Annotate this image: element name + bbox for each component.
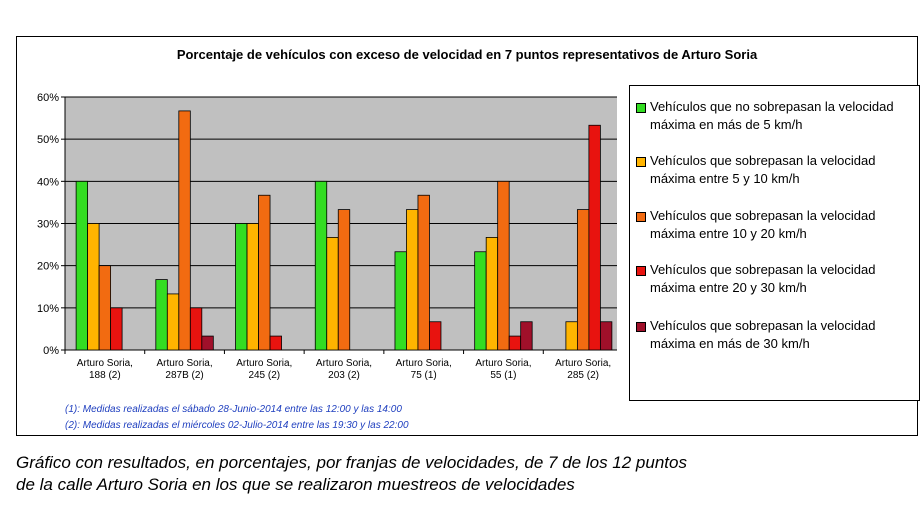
footnote-2: (2): Medidas realizadas el miércoles 02-… xyxy=(65,420,409,431)
legend-swatch-1 xyxy=(636,103,646,113)
bar xyxy=(406,209,419,351)
legend-item-4: Vehículos que sobrepasan la velocidad máx… xyxy=(636,261,916,297)
legend-swatch-2 xyxy=(636,157,646,167)
bar xyxy=(110,307,123,351)
bar xyxy=(337,209,351,351)
legend-label: máxima entre 10 y 20 km/h xyxy=(650,226,807,241)
y-tick-label: 10% xyxy=(37,303,59,315)
x-tick-label: 55 (1) xyxy=(490,370,516,381)
x-tick-label: Arturo Soria, xyxy=(475,358,531,369)
legend-swatch-4 xyxy=(636,266,646,276)
legend-label: Vehículos que sobrepasan la velocidad xyxy=(650,208,876,223)
legend-label: máxima en más de 5 km/h xyxy=(650,117,803,132)
legend-label: Vehículos que sobrepasan la velocidad xyxy=(650,318,876,333)
y-tick-label: 50% xyxy=(37,134,59,146)
y-tick-label: 30% xyxy=(37,219,59,231)
bar xyxy=(429,321,442,351)
x-tick-label: 75 (1) xyxy=(411,370,437,381)
bar xyxy=(201,335,214,351)
y-tick-label: 20% xyxy=(37,261,59,273)
chart-legend: Vehículos que no sobrepasan la velocidad… xyxy=(629,85,920,401)
x-tick-label: Arturo Soria, xyxy=(555,358,611,369)
bar xyxy=(588,124,601,351)
bar xyxy=(417,194,430,351)
bar xyxy=(474,251,487,351)
bar xyxy=(87,223,100,351)
caption-line: Gráfico con resultados, en porcentajes, … xyxy=(16,453,687,472)
y-tick-label: 40% xyxy=(37,176,59,188)
bar xyxy=(269,335,282,351)
bar xyxy=(155,279,168,351)
legend-item-3: Vehículos que sobrepasan la velocidad máx… xyxy=(636,207,916,243)
x-tick-label: Arturo Soria, xyxy=(316,358,372,369)
legend-label: máxima entre 20 y 30 km/h xyxy=(650,280,807,295)
bar xyxy=(394,251,407,351)
x-tick-label: 287B (2) xyxy=(165,370,203,381)
bar xyxy=(246,223,259,351)
bar xyxy=(178,110,191,351)
legend-item-5: Vehículos que sobrepasan la velocidad máx… xyxy=(636,317,916,353)
bar xyxy=(485,237,499,351)
legend-label: Vehículos que no sobrepasan la velocidad xyxy=(650,99,894,114)
figure-caption: Gráfico con resultados, en porcentajes, … xyxy=(16,452,906,496)
bar xyxy=(497,180,510,351)
bar xyxy=(520,321,533,351)
x-tick-label: Arturo Soria, xyxy=(77,358,133,369)
bar xyxy=(326,237,339,351)
x-tick-label: Arturo Soria, xyxy=(157,358,213,369)
x-tick-label: Arturo Soria, xyxy=(396,358,452,369)
chart-title: Porcentaje de vehículos con exceso de ve… xyxy=(176,47,758,62)
bar xyxy=(508,335,522,351)
legend-label: máxima en más de 30 km/h xyxy=(650,336,810,351)
legend-swatch-3 xyxy=(636,212,646,222)
chart-frame: Porcentaje de vehículos con exceso de ve… xyxy=(16,36,920,436)
footnote-1: (1): Medidas realizadas el sábado 28-Jun… xyxy=(65,404,402,415)
legend-item-2: Vehículos que sobrepasan la velocidad máx… xyxy=(636,152,916,188)
x-tick-label: Arturo Soria, xyxy=(236,358,292,369)
legend-label: máxima entre 5 y 10 km/h xyxy=(650,171,800,186)
legend-label: Vehículos que sobrepasan la velocidad xyxy=(650,262,876,277)
x-tick-label: 245 (2) xyxy=(248,370,280,381)
bar xyxy=(314,180,328,351)
caption-line: de la calle Arturo Soria en los que se r… xyxy=(16,475,575,494)
bar xyxy=(98,265,112,351)
bar xyxy=(576,209,590,351)
y-tick-label: 60% xyxy=(37,92,59,104)
x-tick-label: 203 (2) xyxy=(328,370,360,381)
bar xyxy=(189,307,203,351)
bar xyxy=(235,223,248,351)
bar xyxy=(599,321,613,351)
y-tick-label: 0% xyxy=(43,345,59,357)
legend-label: Vehículos que sobrepasan la velocidad xyxy=(650,153,876,168)
bar-chart: 0%10%20%30%40%50%60%Arturo Soria,188 (2)… xyxy=(37,92,617,381)
bar xyxy=(75,180,89,351)
bar xyxy=(565,321,578,351)
x-tick-label: 285 (2) xyxy=(567,370,599,381)
legend-item-1: Vehículos que no sobrepasan la velocidad… xyxy=(636,98,916,134)
x-tick-label: 188 (2) xyxy=(89,370,121,381)
bar xyxy=(258,194,271,351)
legend-swatch-5 xyxy=(636,322,646,332)
bar xyxy=(166,293,180,351)
